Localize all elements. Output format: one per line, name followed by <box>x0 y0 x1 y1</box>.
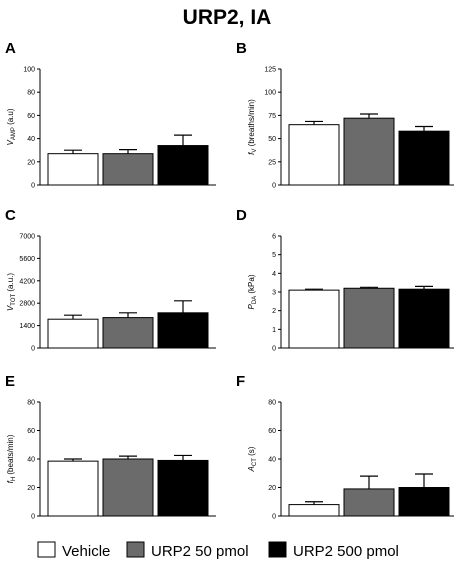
y-tick-label: 125 <box>264 67 276 74</box>
y-tick-label: 100 <box>23 67 35 74</box>
bar <box>157 312 209 349</box>
y-tick-label: 0 <box>31 514 35 521</box>
y-tick-label: 0 <box>272 514 276 521</box>
legend: Vehicle URP2 50 pmol URP2 500 pmol <box>37 541 399 560</box>
y-tick-label: 3 <box>272 290 276 297</box>
panel-C: C 0 1400 2800 4200 5600 7000 VTOT (a.u.) <box>5 207 216 353</box>
bar <box>288 289 340 349</box>
y-axis-label: VAMP (a.u) <box>6 108 17 145</box>
y-tick-label: 40 <box>27 136 35 143</box>
bar <box>157 145 209 186</box>
panel-letter: E <box>5 373 15 390</box>
legend-item: URP2 500 pmol <box>268 541 399 560</box>
y-tick-label: 40 <box>27 457 35 464</box>
y-tick-label: 60 <box>27 428 35 435</box>
bar <box>398 487 450 517</box>
bar <box>47 153 99 186</box>
y-tick-label: 6 <box>272 234 276 241</box>
bar <box>102 153 154 186</box>
panel-letter: B <box>236 40 247 57</box>
panel-D: D 0 1 2 3 4 5 6 PDA (kPa) <box>236 207 454 353</box>
y-tick-label: 100 <box>264 90 276 97</box>
y-axis-label: VTOT (a.u.) <box>6 273 17 311</box>
panel-letter: A <box>5 40 16 57</box>
bar <box>398 130 450 186</box>
bar <box>343 287 395 349</box>
bar <box>288 124 340 186</box>
y-axis-label: fV (breaths/min) <box>247 99 258 155</box>
y-tick-label: 25 <box>268 159 276 166</box>
bar <box>47 318 99 349</box>
y-tick-label: 0 <box>272 183 276 190</box>
bar <box>47 460 99 517</box>
bar <box>288 504 340 517</box>
y-tick-label: 60 <box>27 113 35 120</box>
panel-letter: C <box>5 207 16 224</box>
legend-item: Vehicle <box>37 541 110 560</box>
y-tick-label: 20 <box>268 485 276 492</box>
y-tick-label: 5 <box>272 252 276 259</box>
y-tick-label: 80 <box>27 90 35 97</box>
bar <box>398 288 450 349</box>
y-tick-label: 0 <box>272 346 276 353</box>
legend-item: URP2 50 pmol <box>126 541 249 560</box>
bar <box>343 117 395 186</box>
legend-label: URP2 50 pmol <box>151 543 249 560</box>
legend-label: URP2 500 pmol <box>293 543 399 560</box>
bar <box>102 458 154 517</box>
y-tick-label: 2800 <box>19 301 35 308</box>
legend-swatch <box>268 541 287 558</box>
figure-title: URP2, IA <box>183 6 272 29</box>
y-tick-label: 20 <box>27 485 35 492</box>
legend-label: Vehicle <box>62 543 110 560</box>
y-tick-label: 20 <box>27 159 35 166</box>
y-tick-label: 4200 <box>19 278 35 285</box>
y-axis-label: fH (beats/min) <box>6 434 17 483</box>
y-tick-label: 60 <box>268 428 276 435</box>
y-tick-label: 4 <box>272 271 276 278</box>
y-tick-label: 80 <box>268 400 276 407</box>
panel-B: B 0 25 50 75 100 125 fV (breaths/min) <box>236 40 454 190</box>
panel-E: E 0 20 40 60 80 fH (beats/min) <box>5 373 216 521</box>
panel-A: A 0 20 40 60 80 100 VAMP (a.u) <box>5 40 216 190</box>
y-tick-label: 1400 <box>19 323 35 330</box>
panel-letter: F <box>236 373 245 390</box>
y-tick-label: 75 <box>268 113 276 120</box>
panel-F: F 0 20 40 60 80 ACT (s) <box>236 373 454 521</box>
legend-swatch <box>126 541 145 558</box>
y-tick-label: 50 <box>268 136 276 143</box>
y-tick-label: 1 <box>272 327 276 334</box>
bar <box>343 488 395 517</box>
y-tick-label: 80 <box>27 400 35 407</box>
bar <box>102 317 154 349</box>
y-tick-label: 7000 <box>19 234 35 241</box>
legend-swatch <box>37 541 56 558</box>
panel-letter: D <box>236 207 247 224</box>
y-tick-label: 0 <box>31 346 35 353</box>
y-tick-label: 40 <box>268 457 276 464</box>
y-tick-label: 2 <box>272 308 276 315</box>
y-tick-label: 0 <box>31 183 35 190</box>
bar <box>157 459 209 517</box>
y-axis-label: ACT (s) <box>247 446 258 472</box>
y-axis-label: PDA (kPa) <box>247 274 258 309</box>
y-tick-label: 5600 <box>19 256 35 263</box>
